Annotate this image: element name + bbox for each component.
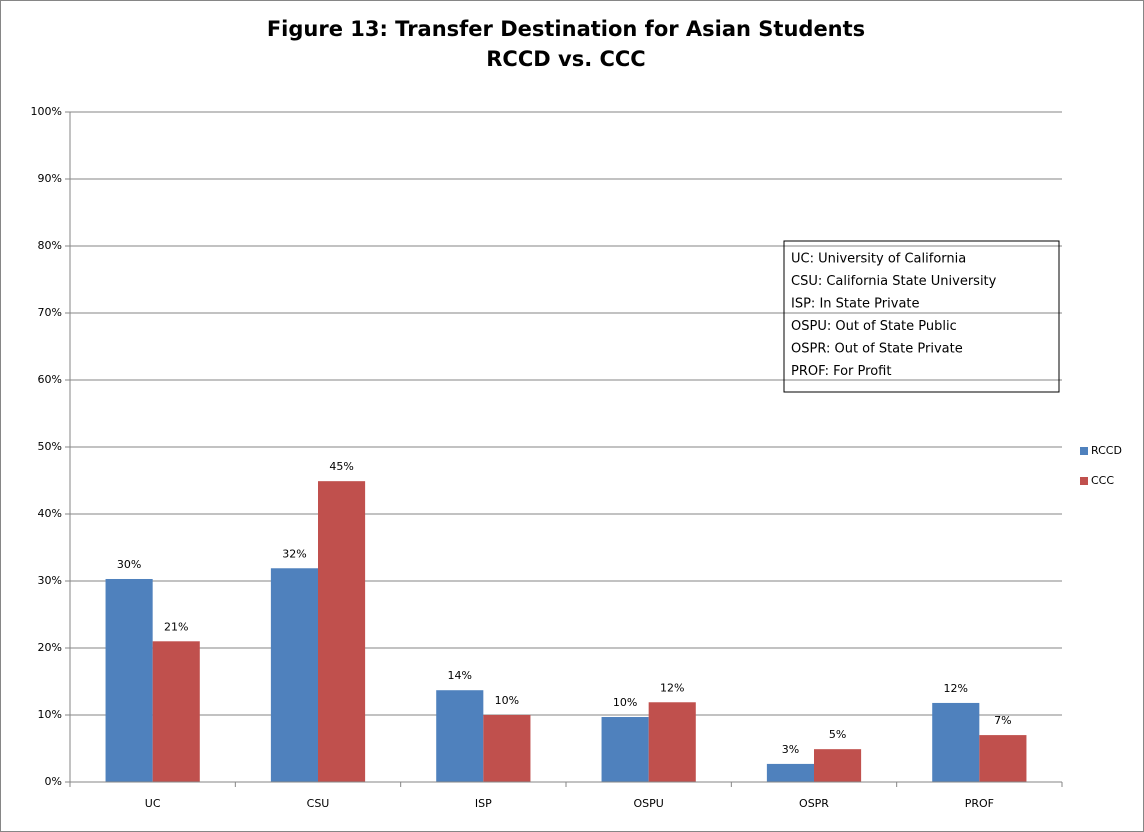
x-tick-label: PROF <box>965 797 994 810</box>
annotation: CSU: California State University <box>791 274 997 289</box>
data-label: 14% <box>448 669 472 682</box>
data-label: 30% <box>117 558 141 571</box>
bar <box>979 735 1027 782</box>
legend-swatch <box>1080 477 1088 485</box>
annotation: ISP: In State Private <box>791 297 920 312</box>
bar <box>483 715 531 782</box>
y-tick-label: 80% <box>38 239 62 252</box>
legend-swatch <box>1080 447 1088 455</box>
data-label: 12% <box>944 682 968 695</box>
bar <box>932 702 980 782</box>
y-tick-label: 90% <box>38 172 62 185</box>
y-tick-label: 40% <box>38 507 62 520</box>
data-label: 7% <box>994 714 1011 727</box>
data-label: 32% <box>282 547 306 560</box>
bar <box>270 568 318 782</box>
annotation-box <box>783 240 1060 393</box>
y-tick-label: 30% <box>38 574 62 587</box>
legend-label: RCCD <box>1091 444 1122 457</box>
x-tick-label: CSU <box>307 797 330 810</box>
data-label: 21% <box>164 620 188 633</box>
y-tick-label: 60% <box>38 373 62 386</box>
x-tick-label: ISP <box>475 797 492 810</box>
data-label: 12% <box>660 681 684 694</box>
chart-subtitle: RCCD vs. CCC <box>486 47 645 71</box>
data-label: 10% <box>495 694 519 707</box>
bar <box>814 749 862 782</box>
y-tick-label: 10% <box>38 708 62 721</box>
bar <box>105 578 153 782</box>
bar <box>318 481 366 782</box>
y-tick-label: 100% <box>31 105 62 118</box>
bar <box>648 702 696 782</box>
bar <box>766 763 814 782</box>
data-label: 5% <box>829 728 846 741</box>
x-tick-label: OSPR <box>799 797 829 810</box>
bar <box>436 690 484 782</box>
y-tick-label: 20% <box>38 641 62 654</box>
data-label: 10% <box>613 696 637 709</box>
legend-label: CCC <box>1091 474 1114 487</box>
annotation: PROF: For Profit <box>791 364 891 379</box>
y-tick-label: 70% <box>38 306 62 319</box>
annotation: OSPU: Out of State Public <box>791 319 957 334</box>
y-tick-label: 50% <box>38 440 62 453</box>
annotation: OSPR: Out of State Private <box>791 342 963 357</box>
x-tick-label: OSPU <box>634 797 664 810</box>
annotation: UC: University of California <box>791 252 966 267</box>
bar <box>152 641 200 782</box>
chart-title: Figure 13: Transfer Destination for Asia… <box>267 17 865 41</box>
data-label: 3% <box>782 743 799 756</box>
bar <box>601 717 649 782</box>
y-tick-label: 0% <box>45 775 62 788</box>
x-tick-label: UC <box>145 797 161 810</box>
data-label: 45% <box>329 460 353 473</box>
